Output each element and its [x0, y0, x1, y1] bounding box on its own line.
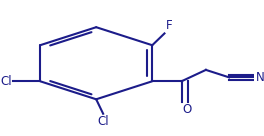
Text: O: O	[183, 103, 192, 116]
Text: F: F	[166, 19, 172, 32]
Text: Cl: Cl	[97, 115, 109, 128]
Text: Cl: Cl	[1, 75, 12, 88]
Text: N: N	[256, 71, 264, 84]
